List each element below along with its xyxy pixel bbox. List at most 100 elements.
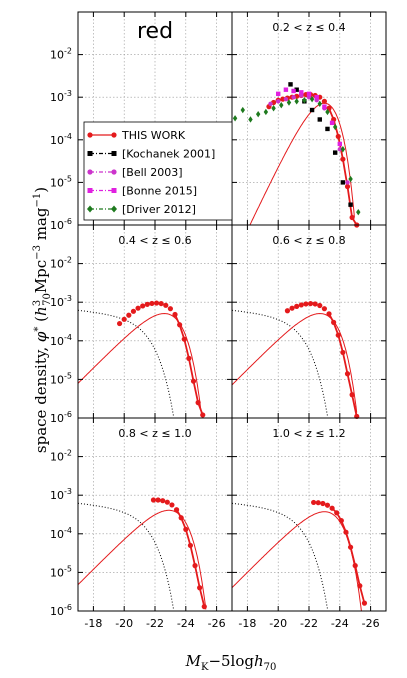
legend: THIS WORK [Kochanek 2001] [Bell 2003] [Bonn…	[83, 121, 233, 221]
dotted-reference-curve	[77, 502, 174, 610]
data-point	[312, 301, 318, 307]
data-point	[167, 306, 173, 312]
x-tick-label: -24	[331, 617, 349, 630]
data-point	[311, 499, 317, 506]
data-point	[317, 302, 323, 309]
z-range-label: 1.0 < z ≤ 1.2	[272, 427, 345, 440]
data-point	[160, 498, 166, 504]
data-point	[338, 517, 344, 524]
x-tick-label: -24	[177, 617, 195, 630]
legend-label: [Bell 2003]	[122, 166, 183, 179]
x-tick-label: -18	[238, 617, 256, 630]
legend-label: [Bonne 2015]	[122, 185, 197, 198]
schechter-fit-curve	[77, 509, 207, 610]
y-tick-label: 10-2	[50, 256, 72, 271]
data-point	[187, 542, 194, 549]
data-point	[317, 117, 322, 122]
dotted-reference-curve	[231, 502, 328, 610]
data-point	[299, 90, 304, 95]
data-point	[178, 515, 184, 521]
data-point	[347, 544, 354, 550]
data-point	[155, 497, 161, 503]
legend-marker	[111, 132, 117, 138]
data-point	[130, 308, 137, 314]
data-point	[335, 133, 341, 140]
data-point	[349, 392, 355, 398]
data-point	[255, 110, 261, 118]
data-point	[294, 98, 299, 105]
data-point	[201, 604, 207, 610]
data-point	[294, 87, 299, 92]
legend-marker	[87, 151, 93, 156]
y-tick-label: 10-3	[50, 487, 72, 502]
data-point	[140, 303, 146, 309]
panel-frames	[77, 11, 387, 612]
data-point	[326, 311, 332, 317]
data-point	[135, 305, 141, 311]
data-point	[195, 400, 201, 406]
tick-labels: 0.2 < z ≤ 0.4 0.4 < z ≤ 0.6 0.6 < z ≤ 0.8 0…	[50, 21, 380, 630]
data-point	[325, 126, 330, 132]
data-point	[263, 108, 269, 116]
data-point	[340, 349, 346, 356]
data-point	[276, 99, 281, 104]
data-point	[337, 147, 342, 152]
data-point	[348, 175, 353, 183]
y-tick-label: 10-6	[50, 410, 72, 425]
legend-marker	[111, 205, 117, 213]
data-point	[150, 497, 157, 503]
data-point	[329, 505, 335, 511]
data-point	[344, 371, 351, 377]
data-point	[116, 320, 123, 327]
data-point	[144, 301, 150, 307]
data-point	[340, 156, 346, 162]
data-point	[343, 529, 349, 535]
data-point	[153, 300, 160, 306]
data-point	[340, 180, 346, 185]
data-point	[321, 306, 327, 312]
legend-marker	[87, 205, 93, 213]
data-point	[357, 583, 363, 589]
data-point	[126, 312, 132, 318]
data-point	[183, 526, 189, 533]
legend-marker	[87, 169, 93, 175]
data-point	[289, 305, 295, 311]
data-point	[288, 82, 293, 87]
data-point	[356, 208, 361, 216]
data-point	[232, 115, 238, 122]
data-point	[173, 507, 180, 513]
data-point	[177, 322, 183, 328]
data-point	[283, 87, 289, 92]
data-point	[335, 332, 341, 338]
data-point	[325, 108, 330, 116]
y-tick-label: 10-4	[50, 526, 72, 541]
y-tick-label: 10-3	[50, 89, 72, 104]
z-range-label: 0.8 < z ≤ 1.0	[118, 427, 191, 440]
y-tick-label: 10-2	[50, 47, 72, 62]
x-tick-label: -20	[269, 617, 287, 630]
x-axis-label: MK−5logh70	[185, 652, 277, 673]
data-point	[334, 510, 340, 516]
y-tick-label: 10-6	[50, 603, 72, 618]
legend-marker	[87, 188, 93, 193]
data-point	[169, 502, 175, 508]
schechter-fit-curve	[231, 312, 358, 413]
dotted-reference-curve	[231, 309, 328, 417]
data-point	[322, 104, 327, 109]
data-point	[192, 563, 198, 569]
data-point	[303, 301, 309, 307]
x-tick-label: -20	[115, 617, 133, 630]
data-point	[361, 600, 368, 606]
data-point	[317, 100, 322, 107]
data-point	[352, 563, 358, 569]
data-point	[321, 98, 327, 104]
this-work-line	[328, 313, 358, 417]
data-point	[332, 123, 338, 131]
legend-marker	[111, 151, 117, 156]
data-point	[324, 502, 331, 508]
panel-label-red: red	[137, 19, 173, 44]
z-range-label: 0.4 < z ≤ 0.6	[118, 234, 191, 247]
data-point	[337, 141, 342, 147]
data-point	[348, 202, 353, 207]
y-tick-label: 10-5	[50, 371, 72, 386]
